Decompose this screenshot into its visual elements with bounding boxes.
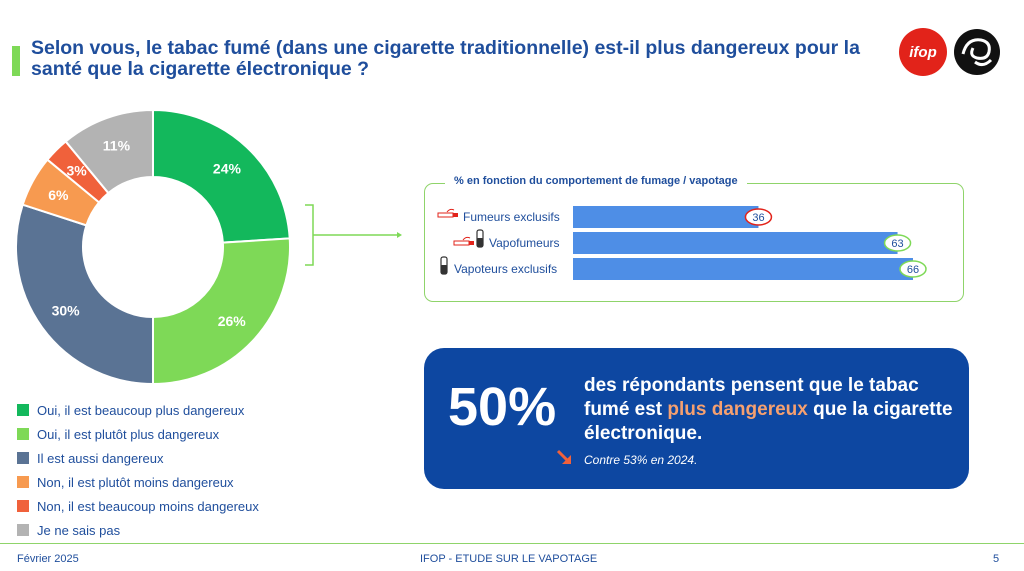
legend-label: Oui, il est plutôt plus dangereux	[37, 426, 220, 442]
key-finding-percent: 50%	[448, 377, 557, 437]
legend-swatch	[17, 476, 29, 488]
title-accent-bar	[12, 46, 20, 76]
bar-value-marker	[883, 234, 912, 252]
legend-label: Non, il est plutôt moins dangereux	[37, 474, 234, 490]
legend-swatch	[17, 428, 29, 440]
bar	[573, 206, 759, 228]
donut-slice-label: 30%	[52, 302, 81, 318]
bar-category-label: Vapofumeurs	[489, 236, 559, 250]
vape-pen-icon	[440, 256, 448, 275]
bar-value-marker	[899, 260, 927, 278]
bar-category-label: Fumeurs exclusifs	[463, 210, 560, 224]
bar-value-label: 66	[907, 264, 919, 276]
donut-legend: Oui, il est beaucoup plus dangereux Oui, …	[17, 398, 259, 542]
donut-slice-label: 11%	[103, 137, 131, 153]
cigarette-icon	[437, 208, 458, 218]
key-finding-text-after: que la cigarette électronique.	[584, 399, 953, 444]
legend-label: Non, il est beaucoup moins dangereux	[37, 498, 259, 514]
bar-value-marker	[744, 208, 773, 226]
donut-slice	[64, 108, 154, 195]
legend-item: Non, il est plutôt moins dangereux	[17, 470, 259, 494]
key-finding-text: des répondants pensent que le tabac fumé…	[584, 374, 964, 446]
bar-category-label: Vapoteurs exclusifs	[454, 262, 557, 276]
bar	[573, 232, 898, 254]
bar-chart-title: % en fonction du comportement de fumage …	[445, 175, 747, 187]
legend-label: Je ne sais pas	[37, 522, 121, 538]
donut-slice	[152, 237, 291, 386]
legend-label: Il est aussi dangereux	[37, 450, 164, 466]
bar-value-label: 63	[891, 238, 903, 250]
footer-divider	[0, 543, 1024, 544]
legend-item: Je ne sais pas	[17, 518, 259, 542]
page-number: 5	[993, 553, 1000, 565]
legend-item: Il est aussi dangereux	[17, 446, 259, 470]
donut-slice-label: 26%	[218, 313, 247, 329]
connector-bracket	[305, 204, 402, 266]
legend-item: Non, il est beaucoup moins dangereux	[17, 494, 259, 518]
donut-slice	[15, 203, 154, 386]
bar	[573, 258, 913, 280]
bar-value-label: 36	[752, 212, 764, 224]
donut-chart: 24% 26% 30% 6% 3% 11%	[15, 108, 291, 386]
bar-chart: Fumeurs exclusifs 36 Vapofumeurs 63 Vapoteur…	[437, 206, 927, 280]
key-finding-callout	[424, 348, 969, 489]
down-arrow-icon	[556, 449, 571, 464]
legend-label: Oui, il est beaucoup plus dangereux	[37, 402, 245, 418]
legend-swatch	[17, 500, 29, 512]
footer-date: Février 2025	[17, 553, 79, 565]
partner-logo-icon	[954, 29, 1000, 75]
donut-slice-label: 3%	[67, 163, 88, 179]
legend-swatch	[17, 524, 29, 536]
key-finding-highlight: plus dangereux	[667, 399, 808, 420]
vape-pen-icon	[476, 229, 484, 248]
legend-swatch	[17, 404, 29, 416]
donut-slice	[152, 108, 291, 244]
page-title: Selon vous, le tabac fumé (dans une ciga…	[31, 37, 860, 80]
comparison-text: Contre 53% en 2024.	[584, 453, 698, 467]
key-finding-text-before: des répondants pensent que le tabac fumé…	[584, 375, 919, 420]
ifop-logo: ifop	[899, 28, 947, 76]
legend-swatch	[17, 452, 29, 464]
footer-study-title: IFOP - ETUDE SUR LE VAPOTAGE	[420, 553, 598, 565]
donut-slice-label: 24%	[213, 160, 242, 176]
legend-item: Oui, il est plutôt plus dangereux	[17, 422, 259, 446]
legend-item: Oui, il est beaucoup plus dangereux	[17, 398, 259, 422]
cigarette-icon	[453, 236, 474, 246]
donut-slice-label: 6%	[48, 187, 69, 203]
